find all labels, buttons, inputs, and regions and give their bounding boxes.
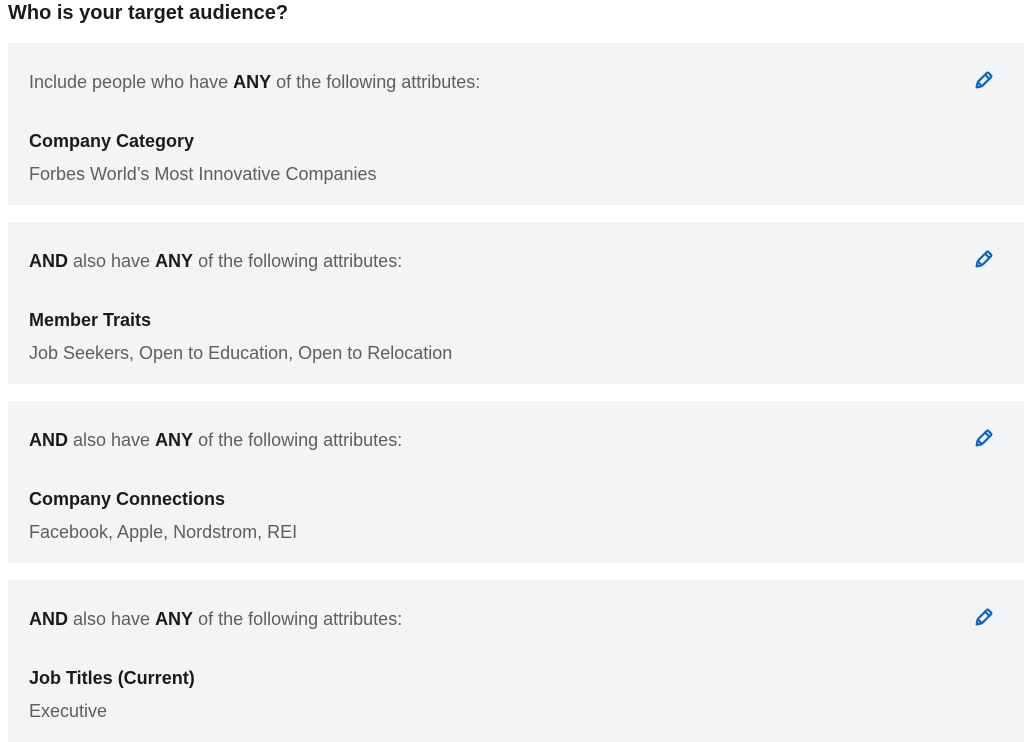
criteria-intro: AND also have ANY of the following attri… (29, 428, 402, 452)
criteria-values: Job Seekers, Open to Education, Open to … (29, 343, 453, 363)
edit-button[interactable] (972, 607, 994, 629)
pencil-icon (975, 71, 993, 89)
operator-label: AND (29, 251, 68, 271)
any-label: ANY (155, 609, 194, 629)
criteria-heading: Member Traits (29, 310, 152, 330)
operator-label: AND (29, 430, 68, 450)
criteria-intro: Include people who have ANY of the follo… (29, 70, 480, 94)
edit-button[interactable] (972, 428, 994, 450)
any-label: ANY (233, 72, 272, 92)
intro-suffix: of the following attributes: (271, 72, 481, 92)
criteria-heading: Company Category (29, 131, 195, 151)
pencil-icon (975, 429, 993, 447)
operator-label: AND (29, 609, 68, 629)
pencil-icon (975, 608, 993, 626)
intro-text: also have (68, 251, 156, 271)
edit-button[interactable] (972, 249, 994, 271)
criteria-intro: AND also have ANY of the following attri… (29, 249, 402, 273)
intro-suffix: of the following attributes: (193, 609, 403, 629)
pencil-icon (975, 250, 993, 268)
criteria-intro: AND also have ANY of the following attri… (29, 607, 402, 631)
intro-text: also have (68, 430, 156, 450)
criteria-heading: Company Connections (29, 489, 226, 509)
audience-criteria-card: AND also have ANY of the following attri… (8, 580, 1024, 742)
any-label: ANY (155, 251, 194, 271)
criteria-heading: Job Titles (Current) (29, 668, 195, 688)
intro-suffix: of the following attributes: (193, 251, 403, 271)
intro-text: also have (68, 609, 156, 629)
any-label: ANY (155, 430, 194, 450)
page-title: Who is your target audience? (8, 2, 289, 24)
criteria-values: Executive (29, 701, 108, 721)
audience-criteria-card: Include people who have ANY of the follo… (8, 43, 1024, 205)
criteria-values: Forbes World’s Most Innovative Companies (29, 164, 377, 184)
intro-text: Include people who have (29, 72, 234, 92)
audience-criteria-card: AND also have ANY of the following attri… (8, 222, 1024, 384)
intro-suffix: of the following attributes: (193, 430, 403, 450)
edit-button[interactable] (972, 70, 994, 92)
audience-criteria-card: AND also have ANY of the following attri… (8, 401, 1024, 563)
criteria-values: Facebook, Apple, Nordstrom, REI (29, 522, 298, 542)
